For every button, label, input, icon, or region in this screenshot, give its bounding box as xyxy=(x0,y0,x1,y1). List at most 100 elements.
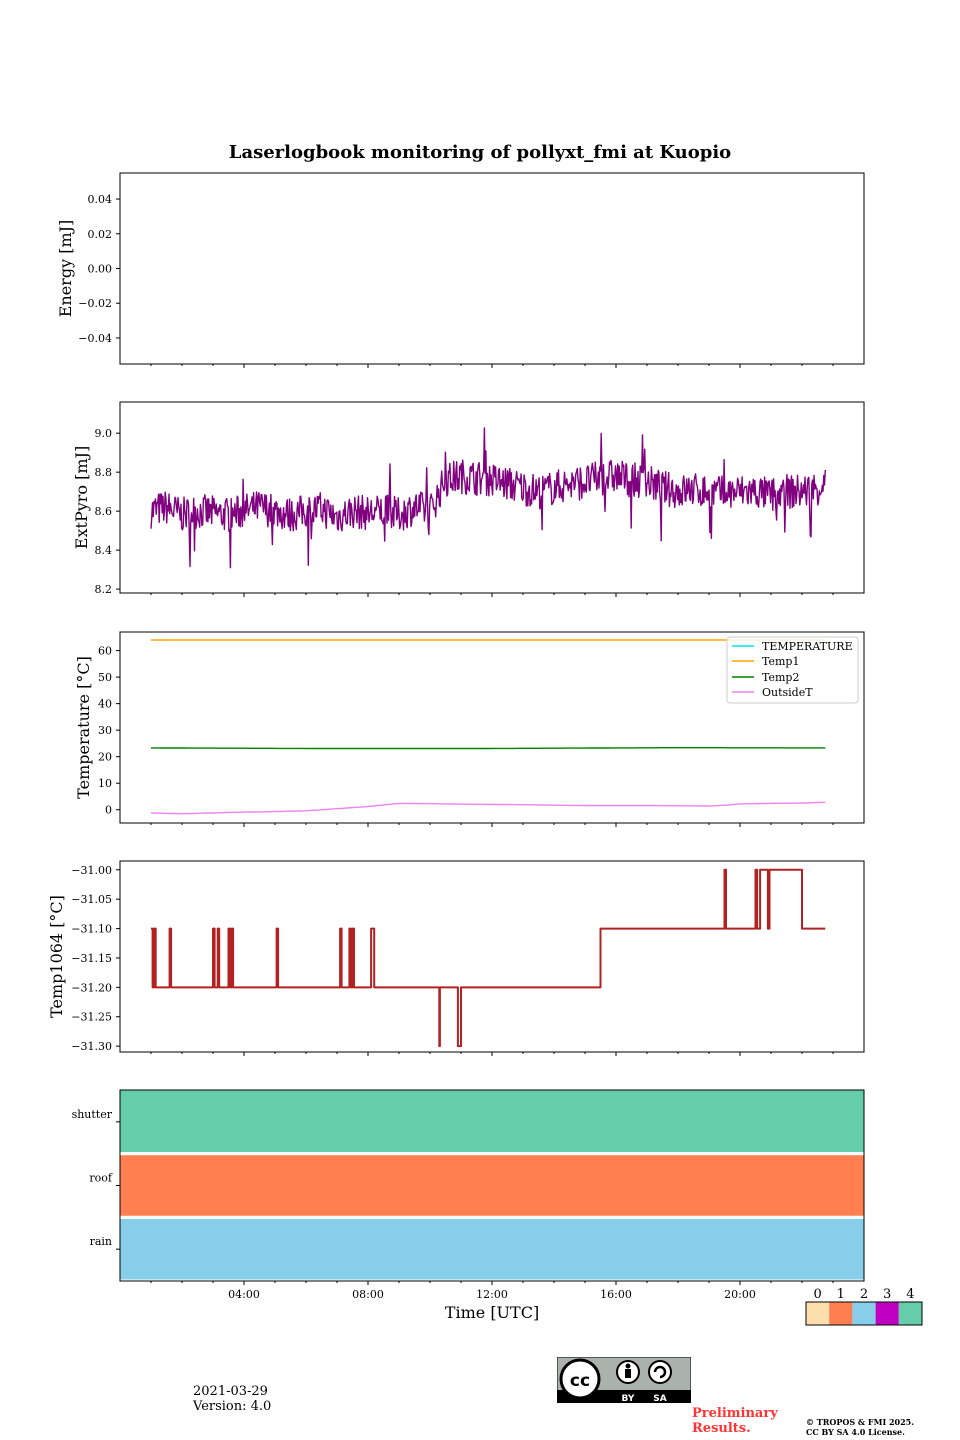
status-xtick-label: 04:00 xyxy=(228,1288,260,1301)
temperature-yticks: 60 50 40 30 20 10 0 xyxy=(98,645,120,817)
energy-ytick-label: −0.04 xyxy=(78,332,112,345)
status-row-roof xyxy=(120,1155,864,1216)
copyright-line1: © TROPOS & FMI 2025. xyxy=(806,1417,915,1427)
extpyro-xticks xyxy=(150,593,834,597)
extpyro-axes-frame xyxy=(119,401,865,594)
temp1064-ytick-label: −31.20 xyxy=(71,981,112,994)
by-person-icon-head xyxy=(625,1363,631,1369)
legend-label-temp1: Temp1 xyxy=(762,655,799,668)
colorbar-swatch-0 xyxy=(806,1302,830,1325)
status-panel: shutter roof rain 04:00 08:00 12:00 16:00 20:0… xyxy=(72,1089,865,1322)
status-xticks: 04:00 08:00 12:00 16:00 20:00 xyxy=(150,1281,834,1301)
temperature-xticks xyxy=(150,823,834,827)
status-xtick-label: 08:00 xyxy=(352,1288,384,1301)
sa-share-icon xyxy=(648,1360,672,1384)
cc-by-sa-badge: cc BY SA xyxy=(557,1357,691,1403)
colorbar-swatch-1 xyxy=(829,1302,853,1325)
temperature-line-temp2 xyxy=(151,747,826,750)
extpyro-panel: 9.0 8.8 8.6 8.4 8.2 ExtPyro [mJ] xyxy=(72,401,865,597)
colorbar-swatch-3 xyxy=(875,1302,899,1325)
copyright-line2: CC BY SA 4.0 License. xyxy=(806,1427,905,1437)
colorbar-swatch-2 xyxy=(852,1302,876,1325)
status-row-label-shutter: shutter xyxy=(72,1108,113,1121)
temp1064-ytick-label: −31.00 xyxy=(71,864,112,877)
energy-ylabel: Energy [mJ] xyxy=(56,220,75,318)
cc-icon xyxy=(559,1358,601,1400)
legend-label-temp2: Temp2 xyxy=(762,671,799,684)
legend-box xyxy=(726,636,859,704)
status-row-label-rain: rain xyxy=(90,1235,112,1248)
chart-title: Laserlogbook monitoring of pollyxt_fmi a… xyxy=(229,142,731,163)
energy-yticks: 0.04 0.02 0.00 −0.02 −0.04 xyxy=(78,193,120,345)
footer-version: Version: 4.0 xyxy=(193,1399,272,1414)
temp1064-ytick-label: −31.25 xyxy=(71,1011,112,1024)
status-xlabel: Time [UTC] xyxy=(445,1303,539,1322)
status-row-rain xyxy=(120,1218,864,1280)
temperature-panel: 60 50 40 30 20 10 0 Temperature [°C] TEMPERATU… xyxy=(74,631,865,827)
temperature-ylabel: Temperature [°C] xyxy=(74,656,93,799)
extpyro-series-group xyxy=(150,427,826,569)
temp1064-xticks xyxy=(150,1052,834,1056)
temp1064-ytick-label: −31.15 xyxy=(71,952,112,965)
legend-label-temperature: TEMPERATURE xyxy=(762,640,853,653)
footer-date: 2021-03-29 xyxy=(193,1384,268,1399)
temp1064-yticks: −31.00 −31.05 −31.10 −31.15 −31.20 −31.25 −31.… xyxy=(71,864,120,1053)
colorbar-tick-label: 0 xyxy=(813,1287,821,1302)
temperature-series-group xyxy=(150,639,826,815)
status-xtick-label: 12:00 xyxy=(476,1288,508,1301)
colorbar-swatch-4 xyxy=(898,1302,922,1325)
temp1064-series-group xyxy=(151,868,826,1048)
extpyro-ytick-label: 8.4 xyxy=(95,544,113,557)
extpyro-ytick-label: 8.2 xyxy=(95,583,113,596)
extpyro-line xyxy=(150,427,826,569)
legend-label-outsidet: OutsideT xyxy=(762,686,813,699)
temp1064-ylabel: Temp1064 [°C] xyxy=(47,895,66,1018)
cc-icon-glyph: cc xyxy=(570,1371,590,1391)
energy-ytick-label: 0.02 xyxy=(88,228,113,241)
temperature-ytick-label: 30 xyxy=(98,724,112,737)
extpyro-ylabel: ExtPyro [mJ] xyxy=(72,446,91,549)
colorbar-tick-label: 3 xyxy=(883,1287,891,1302)
temperature-line-outsidet xyxy=(150,801,826,815)
colorbar-tick-label: 4 xyxy=(906,1287,914,1302)
temp1064-ytick-label: −31.05 xyxy=(71,893,112,906)
colorbar-frame xyxy=(805,1301,923,1326)
extpyro-yticks: 9.0 8.8 8.6 8.4 8.2 xyxy=(95,427,120,596)
temperature-ytick-label: 10 xyxy=(98,777,112,790)
temperature-ytick-label: 40 xyxy=(98,698,112,711)
temperature-ytick-label: 20 xyxy=(98,751,112,764)
status-rows-group: shutter roof rain xyxy=(72,1090,864,1280)
sa-share-icon-arc xyxy=(653,1365,667,1379)
energy-ytick-label: 0.00 xyxy=(88,263,113,276)
status-xtick-label: 16:00 xyxy=(600,1288,632,1301)
status-row-label-roof: roof xyxy=(89,1172,113,1185)
temperature-legend: TEMPERATURE Temp1 Temp2 OutsideT xyxy=(726,636,859,704)
energy-panel: 0.04 0.02 0.00 −0.02 −0.04 Energy [mJ] xyxy=(56,172,865,368)
energy-axes-frame xyxy=(119,172,865,365)
extpyro-ytick-label: 8.8 xyxy=(95,466,113,479)
colorbar-tick-label: 2 xyxy=(860,1287,868,1302)
energy-ytick-label: 0.04 xyxy=(88,193,113,206)
cc-by-label: BY xyxy=(622,1394,635,1403)
temp1064-ytick-label: −31.10 xyxy=(71,923,112,936)
cc-sa-label: SA xyxy=(653,1394,666,1403)
extpyro-ytick-label: 9.0 xyxy=(95,427,113,440)
colorbar-tick-label: 1 xyxy=(837,1287,845,1302)
energy-ytick-label: −0.02 xyxy=(78,297,112,310)
preliminary-notice: Preliminary Results. xyxy=(692,1406,778,1436)
status-xtick-label: 20:00 xyxy=(724,1288,756,1301)
temperature-ytick-label: 50 xyxy=(98,671,112,684)
extpyro-ytick-label: 8.6 xyxy=(95,505,113,518)
temp1064-ytick-label: −31.30 xyxy=(71,1040,112,1053)
by-person-icon-body xyxy=(625,1369,631,1378)
preliminary-line1: Preliminary xyxy=(692,1406,778,1421)
preliminary-line2: Results. xyxy=(692,1421,751,1436)
footer-date-version: 2021-03-29 Version: 4.0 xyxy=(193,1384,271,1414)
temperature-ytick-label: 0 xyxy=(105,804,112,817)
temperature-ytick-label: 60 xyxy=(98,645,112,658)
energy-xticks xyxy=(150,364,834,368)
status-row-shutter xyxy=(120,1090,864,1153)
temp1064-line xyxy=(151,868,826,1048)
